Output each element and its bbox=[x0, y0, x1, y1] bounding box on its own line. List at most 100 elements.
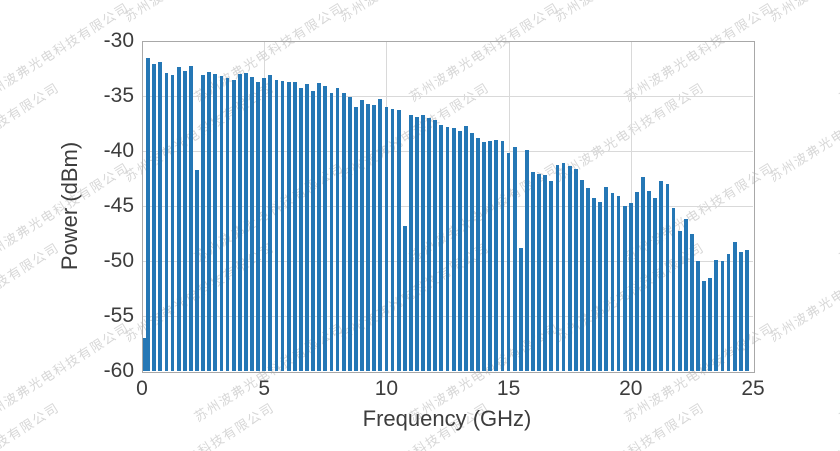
bar bbox=[586, 188, 590, 371]
bar bbox=[176, 67, 181, 371]
watermark-text: 苏州波弗光电科技有限公司 bbox=[836, 0, 840, 105]
bar bbox=[512, 146, 517, 371]
bar bbox=[628, 202, 633, 371]
bar bbox=[732, 242, 737, 371]
watermark-text: 苏州波弗光电科技有限公司 bbox=[120, 0, 278, 26]
bar bbox=[696, 261, 700, 371]
bar bbox=[427, 118, 432, 371]
bar bbox=[457, 131, 462, 371]
bar bbox=[305, 83, 309, 371]
bar bbox=[182, 70, 187, 371]
bar bbox=[567, 166, 572, 371]
bar bbox=[292, 81, 297, 371]
bar bbox=[470, 133, 474, 371]
watermark-text: 苏州波弗光电科技有限公司 bbox=[836, 319, 840, 425]
bar bbox=[463, 125, 468, 371]
watermark-text: 苏州波弗光电科技有限公司 bbox=[550, 0, 708, 26]
bar bbox=[372, 104, 377, 371]
bar bbox=[665, 184, 670, 371]
bar bbox=[142, 338, 147, 371]
bar bbox=[690, 233, 694, 371]
bar bbox=[402, 225, 407, 371]
bar bbox=[500, 141, 505, 371]
bar bbox=[164, 72, 169, 371]
bar bbox=[622, 206, 627, 371]
x-tick-label: 10 bbox=[374, 377, 399, 400]
bar bbox=[286, 81, 291, 371]
bar bbox=[408, 114, 413, 371]
bar bbox=[543, 175, 548, 371]
watermark-text: 苏州波弗光电科技有限公司 bbox=[550, 397, 708, 451]
bar bbox=[641, 177, 645, 371]
bar bbox=[311, 90, 315, 371]
bar bbox=[366, 103, 370, 371]
bar bbox=[213, 74, 218, 371]
bar bbox=[592, 198, 597, 371]
bar bbox=[207, 71, 212, 371]
bar bbox=[347, 97, 352, 371]
bar bbox=[323, 86, 328, 371]
bar bbox=[549, 180, 554, 371]
bar bbox=[274, 79, 279, 371]
bar bbox=[298, 88, 303, 371]
bar bbox=[580, 179, 584, 371]
bar bbox=[482, 142, 487, 371]
bar bbox=[744, 250, 749, 371]
h-gridline bbox=[142, 96, 753, 97]
bar bbox=[494, 140, 499, 371]
watermark-text: 苏州波弗光电科技有限公司 bbox=[335, 0, 493, 26]
bar bbox=[671, 208, 676, 371]
bar bbox=[525, 149, 529, 371]
bar bbox=[256, 81, 260, 371]
bar bbox=[152, 64, 157, 371]
bar bbox=[360, 100, 364, 371]
y-tick-label: -55 bbox=[103, 304, 134, 327]
bar bbox=[329, 92, 334, 371]
bar bbox=[237, 74, 242, 371]
bar bbox=[726, 254, 731, 371]
bar bbox=[659, 180, 664, 371]
x-axis-title: Frequency (GHz) bbox=[362, 406, 532, 431]
bar bbox=[188, 66, 193, 371]
watermark-text: 苏州波弗光电科技有限公司 bbox=[836, 159, 840, 265]
bar bbox=[702, 280, 707, 371]
y-tick-label: -60 bbox=[103, 359, 134, 382]
bar bbox=[280, 80, 285, 371]
bar bbox=[225, 78, 230, 371]
bar bbox=[635, 191, 639, 371]
bar bbox=[158, 61, 163, 371]
y-axis-title: Power (dBm) bbox=[57, 141, 82, 271]
bar bbox=[384, 107, 389, 371]
watermark-text: 苏州波弗光电科技有限公司 bbox=[120, 397, 278, 451]
bar bbox=[488, 141, 493, 371]
y-tick-label: -40 bbox=[103, 139, 134, 162]
watermark-text: 苏州波弗光电科技有限公司 bbox=[765, 397, 840, 451]
bar bbox=[451, 127, 456, 371]
bar bbox=[335, 88, 340, 371]
bar bbox=[146, 57, 150, 371]
x-tick-label: 20 bbox=[619, 377, 643, 400]
watermark-text: 苏州波弗光电科技有限公司 bbox=[0, 0, 63, 26]
bar bbox=[250, 77, 254, 371]
bar bbox=[396, 110, 401, 371]
bar bbox=[506, 153, 511, 371]
bar bbox=[610, 192, 615, 371]
bar bbox=[445, 126, 450, 371]
watermark-text: 苏州波弗光电科技有限公司 bbox=[765, 0, 840, 26]
bar bbox=[653, 198, 658, 371]
bar bbox=[439, 124, 444, 371]
bar bbox=[201, 75, 205, 371]
bar bbox=[555, 165, 560, 371]
bar bbox=[268, 75, 273, 371]
bar bbox=[195, 169, 199, 371]
bar bbox=[243, 72, 248, 371]
bar bbox=[677, 231, 682, 371]
bar bbox=[219, 76, 224, 371]
bar bbox=[476, 137, 480, 371]
bar bbox=[738, 252, 743, 371]
y-tick-label: -45 bbox=[103, 194, 134, 217]
x-tick-label: 25 bbox=[741, 377, 765, 400]
bar bbox=[421, 114, 425, 371]
bar bbox=[170, 75, 175, 371]
